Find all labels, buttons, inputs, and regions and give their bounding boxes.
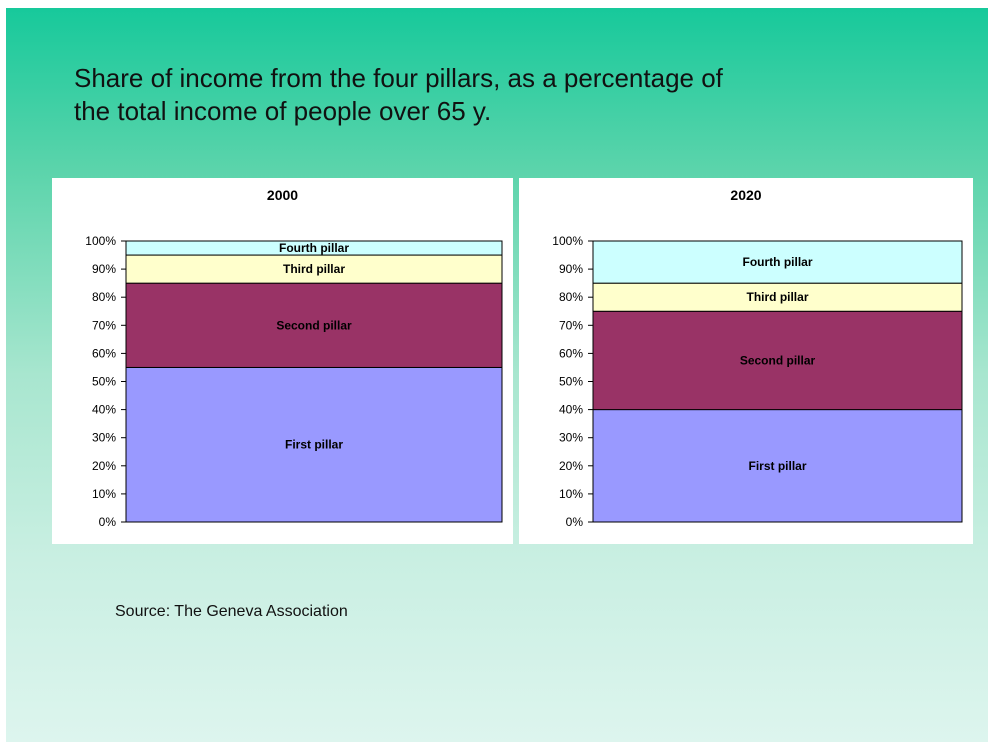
y-tick-label: 50% (92, 375, 116, 389)
y-tick-label: 30% (559, 431, 583, 445)
segment-label-second-pillar: Second pillar (740, 353, 816, 367)
y-tick-label: 20% (92, 459, 116, 473)
chart-2000: 2000 0% 10% 20% 30% 40% 50% 60% 70% 80% 90% 100% Fi… (52, 178, 513, 544)
y-tick-label: 70% (559, 318, 583, 332)
y-tick-label: 60% (559, 346, 583, 360)
y-tick-label: 50% (559, 375, 583, 389)
segment-label-third-pillar: Third pillar (283, 262, 345, 276)
chart-2020: 2020 0% 10% 20% 30% 40% 50% 60% 70% 80% 90% 100% Fi… (519, 178, 973, 544)
y-tick-label: 60% (92, 346, 116, 360)
chart-2020-plot: 0% 10% 20% 30% 40% 50% 60% 70% 80% 90% 100% First p… (552, 234, 963, 529)
bar-segment-second-pillar (125, 282, 503, 368)
segment-label-fourth-pillar: Fourth pillar (743, 255, 813, 269)
y-tick-label: 10% (92, 487, 116, 501)
source-note: Source: The Geneva Association (115, 603, 348, 620)
y-tick-label: 100% (552, 234, 583, 248)
bar-segment-third-pillar (592, 282, 963, 312)
chart-2000-plot: 0% 10% 20% 30% 40% 50% 60% 70% 80% 90% 100% First p… (85, 234, 503, 529)
segment-label-first-pillar: First pillar (748, 459, 806, 473)
title-line-1: Share of income from the four pillars, a… (74, 63, 723, 93)
segment-label-first-pillar: First pillar (285, 438, 343, 452)
bar-segment-first-pillar (592, 409, 963, 523)
segment-label-third-pillar: Third pillar (746, 290, 808, 304)
segment-label-fourth-pillar: Fourth pillar (279, 241, 349, 255)
bar-segment-second-pillar (592, 310, 963, 411)
bar-segment-fourth-pillar (125, 240, 503, 256)
y-tick-label: 40% (559, 403, 583, 417)
chart-title: 2000 (266, 187, 299, 203)
bar-segment-first-pillar (125, 366, 503, 523)
segment-label-second-pillar: Second pillar (276, 318, 352, 332)
y-tick-label: 80% (92, 290, 116, 304)
slide-title: Share of income from the four pillars, a… (74, 62, 834, 128)
y-tick-label: 10% (559, 487, 583, 501)
y-tick-label: 20% (559, 459, 583, 473)
y-tick-label: 100% (85, 234, 116, 248)
chart-title: 2020 (730, 187, 762, 203)
y-tick-label: 70% (92, 318, 116, 332)
title-line-2: the total income of people over 65 y. (74, 96, 492, 126)
y-tick-label: 90% (559, 262, 583, 276)
y-tick-label: 80% (559, 290, 583, 304)
y-tick-label: 0% (99, 515, 117, 529)
y-tick-label: 90% (92, 262, 116, 276)
bar-segment-fourth-pillar (592, 240, 963, 284)
bar-segment-third-pillar (125, 254, 503, 284)
y-tick-label: 0% (566, 515, 584, 529)
y-tick-label: 40% (92, 403, 116, 417)
y-tick-label: 30% (92, 431, 116, 445)
